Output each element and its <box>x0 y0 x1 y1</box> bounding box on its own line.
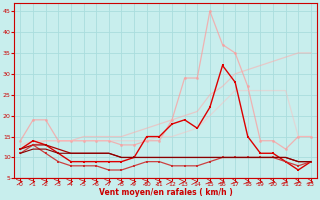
X-axis label: Vent moyen/en rafales ( km/h ): Vent moyen/en rafales ( km/h ) <box>99 188 233 197</box>
